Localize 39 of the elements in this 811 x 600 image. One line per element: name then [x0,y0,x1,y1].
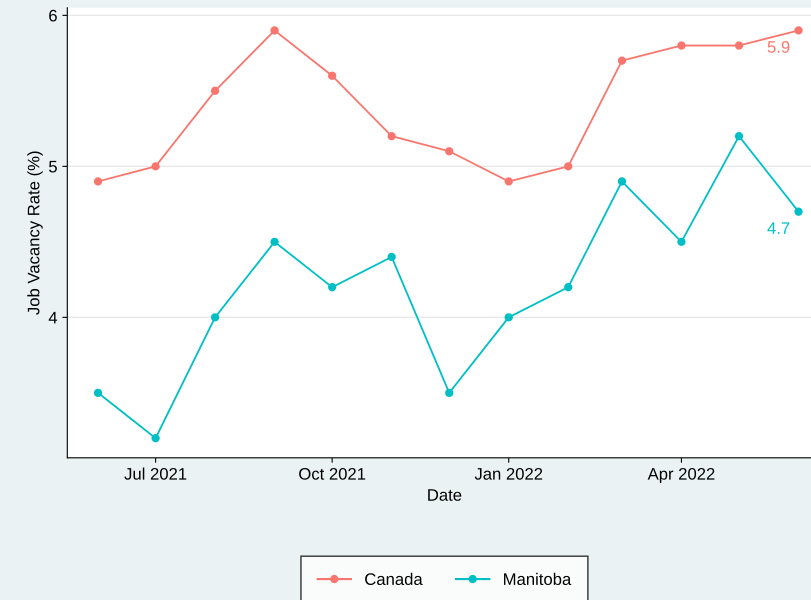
annotation: 5.9 [768,41,790,53]
x-axis-title: Date [428,489,462,501]
y-axis-title: Job Vacancy Rate (%) [27,152,43,315]
x-tick-label: Oct 2021 [299,468,366,480]
point [94,177,102,186]
x-tick-label: Jan 2022 [474,468,542,480]
y-tick-label: 5 [48,160,57,173]
legend-label: Manitoba [504,572,572,586]
point [734,132,744,140]
y-tick-label: 6 [49,10,57,22]
point [328,282,336,292]
point [504,313,513,322]
point [445,388,454,398]
point [210,86,220,96]
point [677,41,686,50]
x-tick-label: Jul 2021 [124,468,186,480]
point [504,177,513,186]
point [794,26,803,35]
y-tick-label: 4 [48,312,58,324]
point [734,41,744,50]
legend-label: Canada [365,572,423,586]
annotation: 4.7 [767,222,790,234]
point [387,132,396,140]
point [270,26,279,35]
point [210,313,220,322]
point [94,388,102,398]
x-tick-label: Apr 2022 [648,468,714,484]
point [151,162,160,171]
point [328,72,336,80]
point [618,177,626,186]
point [618,56,626,65]
point [677,238,686,246]
point [564,282,572,292]
point [151,434,160,442]
point [445,147,454,156]
point [564,162,572,171]
point [270,238,279,246]
point [794,207,803,216]
point [387,252,396,262]
